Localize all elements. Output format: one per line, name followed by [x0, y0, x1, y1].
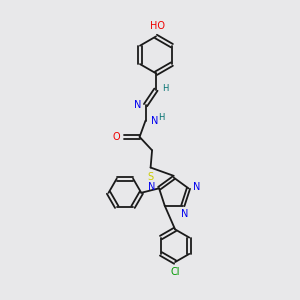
Text: Cl: Cl	[170, 267, 180, 278]
Text: N: N	[181, 209, 188, 219]
Text: N: N	[151, 116, 158, 126]
Text: HO: HO	[150, 21, 165, 31]
Text: H: H	[158, 113, 164, 122]
Text: N: N	[148, 182, 155, 192]
Text: S: S	[148, 172, 154, 182]
Text: O: O	[113, 132, 121, 142]
Text: H: H	[162, 84, 168, 93]
Text: N: N	[134, 100, 142, 110]
Text: N: N	[193, 182, 200, 192]
